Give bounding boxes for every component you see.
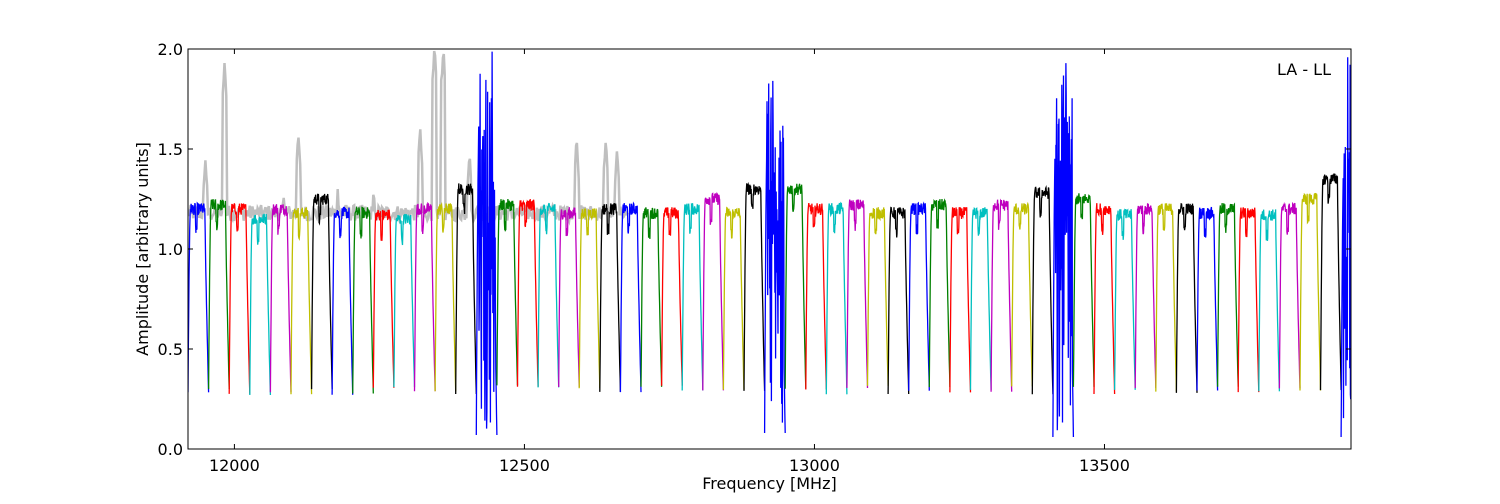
channel-series-19	[578, 208, 601, 389]
channel-series-27	[743, 181, 766, 391]
channel-series-24	[681, 202, 704, 391]
channel-series-46	[1134, 203, 1157, 389]
channel-series-15	[496, 198, 519, 386]
channel-series-41	[1031, 184, 1054, 395]
channel-series-2	[228, 202, 251, 394]
channel-series-32	[846, 199, 869, 389]
channel-series-39	[990, 198, 1013, 392]
channel-series-17	[537, 202, 560, 388]
y-tick-label: 1.0	[158, 240, 183, 259]
x-tick-label: 13000	[789, 456, 840, 475]
channel-series-28	[763, 80, 786, 434]
channel-series-16	[516, 199, 539, 387]
plot-area	[188, 50, 1351, 438]
channel-series-33	[866, 207, 889, 386]
channel-series-4	[269, 204, 292, 393]
y-tick-label: 2.0	[158, 40, 183, 59]
channel-series-25	[702, 191, 725, 391]
channel-series-35	[908, 201, 930, 391]
channel-series-14	[475, 51, 498, 436]
channel-series-21	[619, 201, 642, 393]
channel-series-6	[310, 193, 333, 390]
channel-series-9	[372, 209, 395, 388]
channel-series-18	[558, 207, 580, 388]
channel-series-8	[352, 205, 374, 394]
x-axis-label: Frequency [MHz]	[702, 474, 836, 493]
channel-series-53	[1278, 201, 1301, 389]
channel-series-45	[1113, 208, 1136, 390]
channel-series-1	[207, 199, 230, 390]
x-tick-label: 12500	[499, 456, 550, 475]
channel-series-54	[1299, 192, 1322, 391]
channel-series-31	[825, 201, 848, 395]
y-tick-label: 0.5	[158, 340, 183, 359]
channel-series-49	[1196, 206, 1219, 391]
channel-series-51	[1237, 207, 1260, 393]
channel-series-26	[722, 206, 745, 390]
channel-series-43	[1072, 193, 1095, 387]
x-tick-label: 13500	[1079, 456, 1130, 475]
channel-series-47	[1155, 203, 1178, 392]
channel-series-30	[805, 203, 827, 390]
channel-series-56	[1340, 57, 1351, 438]
channel-series-0	[188, 201, 210, 393]
channel-series-38	[969, 206, 992, 390]
channel-series-23	[660, 207, 683, 386]
channel-series-40	[1011, 201, 1033, 387]
channel-series-10	[393, 213, 416, 388]
channel-series-22	[640, 207, 663, 387]
channel-series-37	[949, 207, 972, 393]
channel-series-34	[887, 206, 910, 395]
channel-series-52	[1258, 209, 1281, 392]
channel-series-29	[784, 183, 807, 389]
y-tick-label: 1.5	[158, 140, 183, 159]
axis-ticks: 12000 12500 13000 13500 0.0 0.5 1.0 1.5 2.0	[158, 40, 1351, 475]
channel-series-11	[413, 201, 436, 392]
channel-series-44	[1093, 203, 1116, 395]
channel-series-42	[1052, 63, 1075, 438]
channel-series-36	[928, 198, 951, 388]
annotation-label: LA - LL	[1277, 60, 1331, 79]
channel-series-13	[455, 183, 477, 395]
channel-series-55	[1319, 173, 1342, 391]
x-tick-label: 12000	[209, 456, 260, 475]
channel-series-48	[1175, 202, 1198, 393]
channel-series-3	[249, 213, 272, 396]
channel-series-50	[1216, 202, 1239, 387]
channel-series-5	[290, 207, 313, 395]
channel-series-7	[331, 206, 354, 395]
y-tick-label: 0.0	[158, 440, 183, 459]
channel-series-12	[434, 202, 457, 392]
channel-series-20	[599, 203, 622, 392]
y-axis-label: Amplitude [arbitrary units]	[133, 142, 152, 356]
